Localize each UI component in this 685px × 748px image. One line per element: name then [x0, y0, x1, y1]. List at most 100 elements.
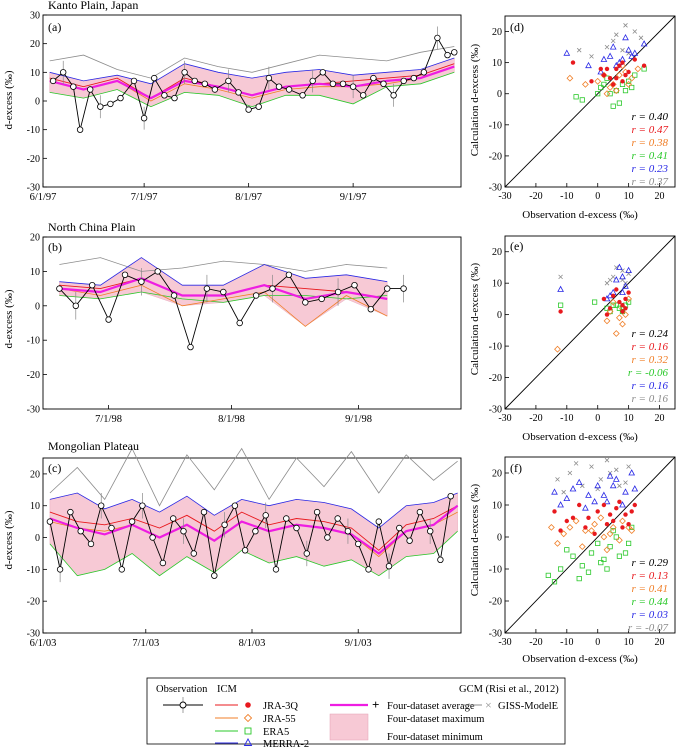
scatter-giss-d-2: [632, 29, 638, 34]
scatter-jra3q-f-1: [564, 518, 569, 524]
obs-point-c-21: [262, 512, 269, 519]
scatter-merra2-d-10: [600, 55, 608, 62]
scatter-era5-d-7: [573, 94, 579, 100]
scatter-jra3q-f-2: [577, 502, 582, 508]
obs-point-a-37: [434, 34, 441, 42]
scatter-merra2-d-0: [606, 52, 614, 59]
ytick-label-e-1: -20: [489, 373, 502, 384]
scatter-era5-f-1: [558, 566, 564, 572]
obs-point-a-3: [76, 126, 84, 133]
corr-e-jra55: r = 0.32: [632, 354, 669, 366]
panel-label-a: (a): [48, 20, 61, 34]
scatter-giss-d-1: [620, 47, 625, 53]
scatter-era5-f-3: [579, 563, 585, 569]
scatter-jra55-f-9: [554, 540, 561, 547]
scatter-merra2-e-9: [616, 263, 623, 270]
scatter-giss-d-7: [614, 32, 619, 37]
ytick-label-d-5: 20: [492, 27, 502, 38]
scatter-merra2-f-10: [569, 485, 577, 492]
scatter-era5-d-8: [632, 72, 638, 78]
xtick-label-f-3: 0: [595, 637, 600, 648]
scatter-jra55-f-10: [566, 524, 574, 531]
obs-point-a-28: [339, 80, 347, 87]
ytick-label-b-3: 0: [35, 301, 40, 312]
scatter-merra2-f-11: [582, 504, 589, 511]
obs-point-a-26: [319, 69, 326, 76]
scatter-era5-d-0: [598, 84, 604, 91]
scatter-jra3q-d-3: [589, 79, 594, 84]
obs-point-a-17: [225, 77, 232, 85]
ytick-label-a-1: -20: [27, 154, 40, 165]
xtick-label-e-3: 0: [595, 413, 600, 424]
obs-point-c-16: [211, 572, 218, 579]
xlabel-e: Observation d-excess (‰): [522, 431, 638, 443]
scatter-jra3q-d-14: [570, 60, 576, 65]
series-era5-a: [49, 71, 455, 108]
scatter-giss-f-12: [614, 467, 619, 473]
scatter-jra3q-e-9: [617, 299, 622, 305]
ytick-label-a-3: 0: [35, 97, 40, 108]
xtick-label-e-1: -20: [529, 413, 542, 424]
ylabel-a: d-excess (‰): [3, 70, 15, 129]
scatter-jra55-f-16: [588, 527, 595, 534]
obs-point-b-8: [187, 343, 194, 351]
scatter-era5-f-11: [576, 576, 582, 582]
scatter-era5-d-1: [607, 91, 613, 97]
xtick-label-f-2: -10: [560, 637, 573, 648]
scatter-jra55-e-1: [609, 298, 617, 306]
scatter-jra3q-d-0: [604, 66, 610, 72]
scatter-jra55-d-2: [622, 68, 629, 76]
ylabel-f: Calculation d-excess (‰): [469, 483, 481, 596]
scatter-jra3q-f-15: [629, 509, 634, 514]
series-giss-a: [49, 46, 455, 79]
panel-label-b: (b): [48, 240, 62, 254]
scatter-jra3q-e-3: [623, 296, 628, 302]
ytick-label-e-5: 20: [492, 247, 502, 258]
region-title-b: North China Plain: [48, 220, 135, 234]
ytick-label-d-1: -20: [489, 151, 502, 162]
correlations-f: r = 0.29 r = 0.13 r = 0.41 r = 0.44 r = …: [628, 557, 669, 634]
one-to-one-line-e: [504, 235, 676, 410]
ytick-label-a-5: 20: [30, 39, 40, 50]
one-to-one-line-d: [504, 15, 676, 188]
obs-point-b-20: [384, 285, 391, 292]
scatter-jra55-d-6: [616, 71, 623, 79]
xtick-label-d-0: -30: [498, 191, 511, 202]
obs-point-c-34: [396, 524, 403, 532]
panel-label-d: (d): [510, 20, 524, 34]
scatter-giss-f-11: [604, 457, 610, 463]
scatter-jra55-f-6: [609, 524, 617, 531]
scatter-jra3q-e-5: [626, 290, 631, 295]
scatter-merra2-f-5: [603, 497, 611, 505]
xtick-label-f-5: 20: [655, 637, 665, 648]
xtick-label-b-1: 8/1/98: [218, 414, 245, 425]
scatter-jra3q-f-6: [614, 506, 619, 511]
obs-point-a-23: [285, 86, 293, 93]
corr-e-jra3q: r = 0.16: [632, 341, 669, 353]
obs-point-c-26: [313, 508, 321, 516]
ytick-label-e-3: 0: [497, 310, 502, 321]
corr-d-jra55: r = 0.38: [632, 137, 669, 149]
legend-max-label: Four-dataset maximum: [387, 714, 484, 725]
xtick-label-e-4: 10: [624, 413, 634, 424]
obs-point-a-24: [299, 92, 306, 99]
legend-gcm-title: GCM (Risi et al., 2012): [459, 684, 559, 695]
obs-point-c-38: [437, 556, 444, 563]
ylabel-e: Calculation d-excess (‰): [469, 262, 481, 375]
scatter-jra3q-d-4: [626, 69, 631, 75]
plot-frame-d: [504, 15, 676, 188]
corr-d-merra2: r = 0.23: [632, 163, 669, 175]
scatter-era5-d-4: [626, 78, 632, 84]
obs-point-c-19: [241, 547, 249, 554]
scatter-jra55-f-8: [628, 527, 636, 534]
scatter-giss-d-6: [638, 35, 644, 41]
xtick-label-d-5: 20: [655, 191, 665, 202]
scatter-merra2-f-12: [600, 491, 608, 498]
xtick-label-a-2: 8/1/97: [235, 192, 262, 203]
scatter-era5-f-19: [629, 524, 635, 531]
scatter-jra3q-f-13: [611, 518, 616, 524]
region-title-a: Kanto Plain, Japan: [48, 0, 138, 12]
scatter-giss-f-8: [561, 489, 566, 495]
ytick-label-f-2: -10: [489, 565, 502, 576]
ylabel-c: d-excess (‰): [3, 510, 15, 569]
